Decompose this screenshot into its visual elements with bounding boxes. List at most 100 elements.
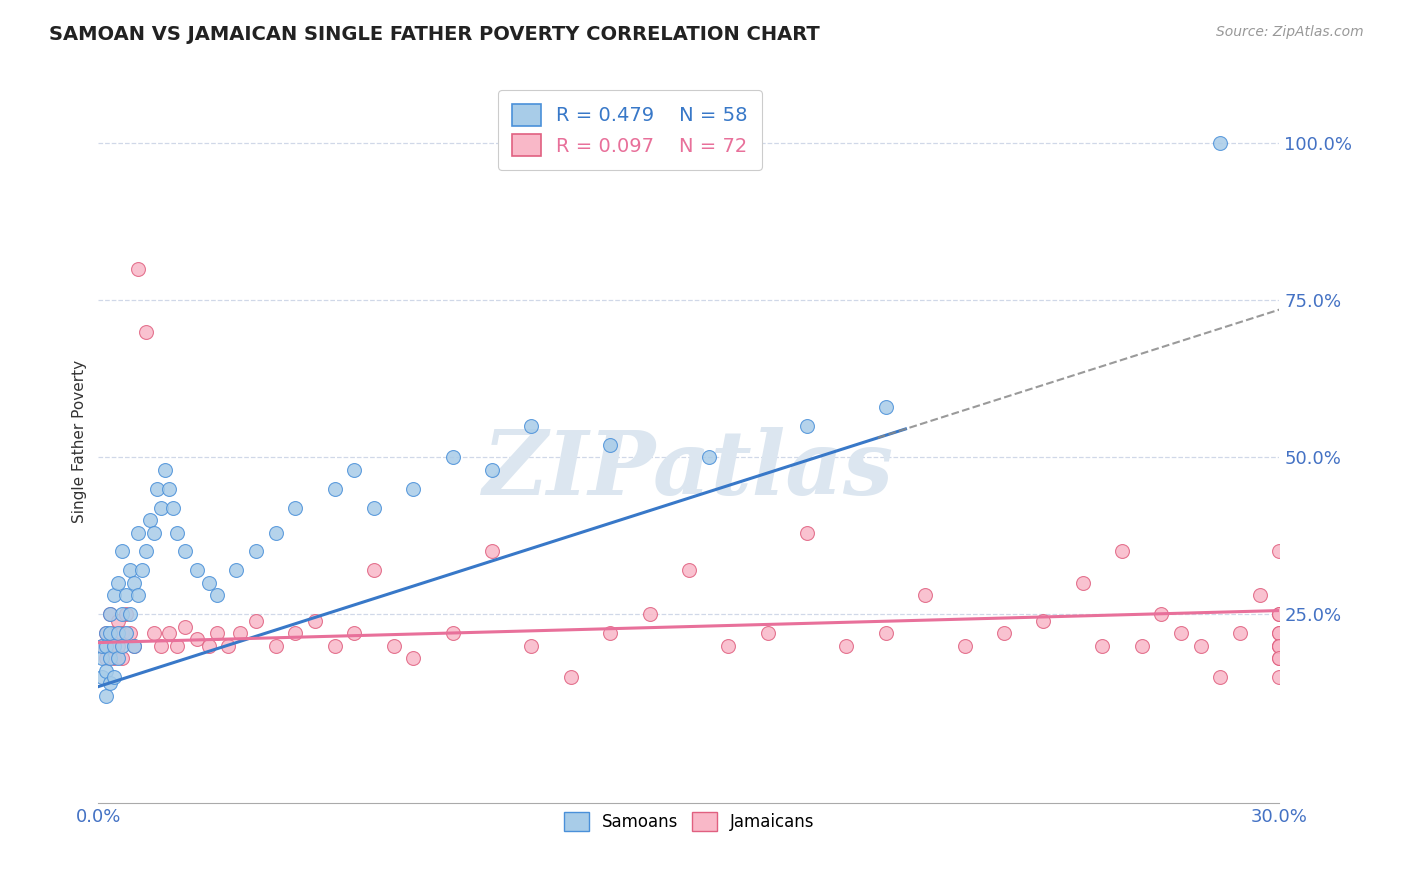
Point: [186, 563, 208, 577]
Point: [382, 639, 405, 653]
Point: [98, 607, 121, 622]
Point: [96, 651, 118, 665]
Point: [914, 589, 936, 603]
Point: [157, 482, 180, 496]
Point: [142, 626, 165, 640]
Point: [343, 626, 366, 640]
Point: [1268, 639, 1291, 653]
Point: [343, 463, 366, 477]
Point: [131, 563, 153, 577]
Point: [111, 607, 134, 622]
Point: [138, 513, 160, 527]
Point: [1032, 614, 1054, 628]
Point: [560, 670, 582, 684]
Point: [98, 651, 121, 665]
Point: [127, 525, 149, 540]
Point: [638, 607, 661, 622]
Point: [284, 626, 307, 640]
Point: [1249, 589, 1271, 603]
Point: [1150, 607, 1173, 622]
Point: [1130, 639, 1153, 653]
Point: [1209, 136, 1232, 150]
Point: [1268, 626, 1291, 640]
Point: [107, 614, 129, 628]
Point: [363, 563, 385, 577]
Point: [127, 589, 149, 603]
Point: [1268, 626, 1291, 640]
Point: [107, 575, 129, 590]
Point: [520, 418, 543, 433]
Point: [225, 563, 247, 577]
Point: [197, 575, 219, 590]
Legend: Samoans, Jamaicans: Samoans, Jamaicans: [557, 805, 821, 838]
Point: [953, 639, 976, 653]
Point: [217, 639, 239, 653]
Point: [1268, 544, 1291, 558]
Point: [481, 463, 503, 477]
Point: [111, 651, 134, 665]
Point: [1209, 670, 1232, 684]
Point: [98, 639, 121, 653]
Point: [115, 607, 138, 622]
Point: [115, 589, 138, 603]
Point: [91, 670, 114, 684]
Point: [520, 639, 543, 653]
Point: [1268, 639, 1291, 653]
Point: [1268, 607, 1291, 622]
Point: [174, 620, 197, 634]
Point: [115, 626, 138, 640]
Text: ZIPatlas: ZIPatlas: [484, 427, 894, 514]
Point: [264, 525, 287, 540]
Point: [166, 525, 188, 540]
Point: [229, 626, 252, 640]
Point: [122, 575, 145, 590]
Point: [98, 676, 121, 690]
Point: [96, 639, 118, 653]
Point: [98, 607, 121, 622]
Point: [1091, 639, 1114, 653]
Point: [150, 500, 173, 515]
Point: [96, 664, 118, 678]
Point: [122, 639, 145, 653]
Point: [1268, 670, 1291, 684]
Point: [150, 639, 173, 653]
Point: [107, 639, 129, 653]
Point: [304, 614, 326, 628]
Point: [205, 626, 228, 640]
Point: [174, 544, 197, 558]
Point: [157, 626, 180, 640]
Point: [1229, 626, 1251, 640]
Point: [162, 500, 184, 515]
Point: [835, 639, 858, 653]
Point: [103, 589, 125, 603]
Point: [1268, 607, 1291, 622]
Point: [91, 639, 114, 653]
Point: [118, 626, 141, 640]
Point: [135, 325, 157, 339]
Point: [264, 639, 287, 653]
Point: [103, 639, 125, 653]
Point: [402, 482, 425, 496]
Point: [1268, 639, 1291, 653]
Point: [1189, 639, 1212, 653]
Point: [135, 544, 157, 558]
Point: [127, 261, 149, 276]
Point: [323, 639, 346, 653]
Point: [697, 450, 720, 465]
Text: Source: ZipAtlas.com: Source: ZipAtlas.com: [1216, 25, 1364, 39]
Point: [122, 639, 145, 653]
Point: [245, 544, 267, 558]
Point: [205, 589, 228, 603]
Point: [118, 563, 141, 577]
Point: [1111, 544, 1133, 558]
Point: [98, 626, 121, 640]
Text: SAMOAN VS JAMAICAN SINGLE FATHER POVERTY CORRELATION CHART: SAMOAN VS JAMAICAN SINGLE FATHER POVERTY…: [49, 25, 820, 44]
Point: [1170, 626, 1192, 640]
Point: [993, 626, 1015, 640]
Point: [599, 438, 621, 452]
Point: [441, 626, 464, 640]
Point: [1268, 651, 1291, 665]
Point: [599, 626, 621, 640]
Point: [107, 626, 129, 640]
Point: [796, 525, 818, 540]
